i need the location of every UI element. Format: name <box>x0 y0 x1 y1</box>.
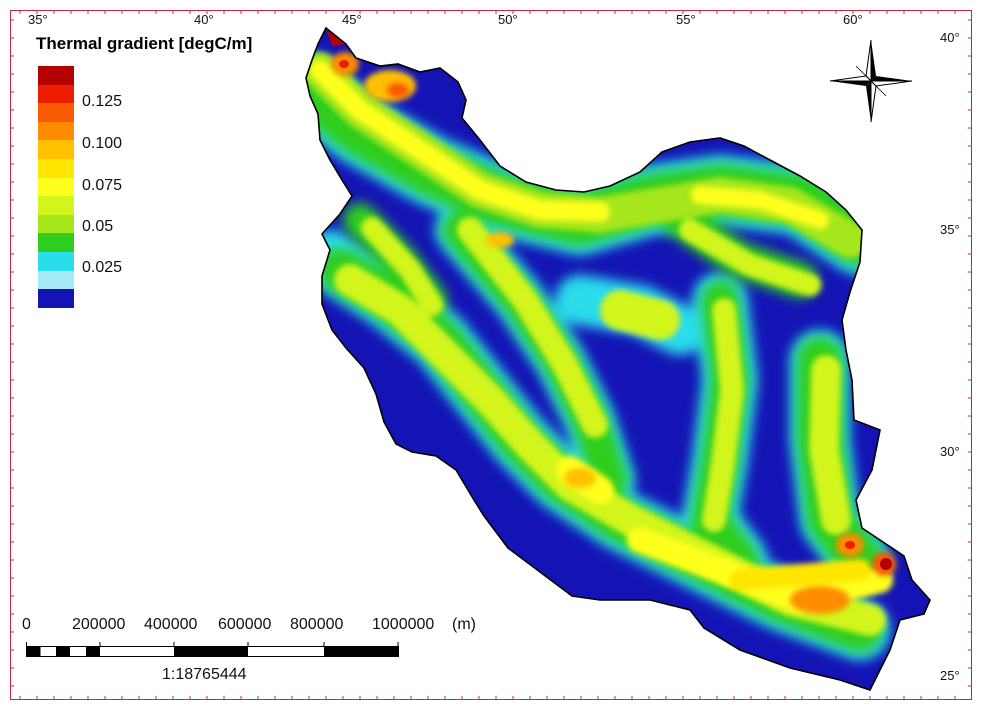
legend-swatch <box>38 122 74 141</box>
scale-label: 800000 <box>290 616 343 634</box>
lat-label-40: 40° <box>940 30 960 45</box>
legend-swatch <box>38 271 74 290</box>
scale-ratio: 1:18765444 <box>162 666 247 684</box>
lon-label-35: 35° <box>28 12 48 27</box>
legend-swatch <box>38 178 74 197</box>
scale-label: 200000 <box>72 616 125 634</box>
legend-label: 0.075 <box>82 177 122 195</box>
legend-swatch <box>38 196 74 215</box>
lat-label-25: 25° <box>940 668 960 683</box>
lat-label-35: 35° <box>940 222 960 237</box>
legend-swatch <box>38 233 74 252</box>
legend-swatch <box>38 85 74 104</box>
legend-color-bar <box>38 66 74 308</box>
scale-label: 600000 <box>218 616 271 634</box>
legend-label: 0.05 <box>82 218 113 236</box>
legend-title: Thermal gradient [degC/m] <box>36 34 252 54</box>
legend-swatch <box>38 215 74 234</box>
lon-label-55: 55° <box>676 12 696 27</box>
legend: Thermal gradient [degC/m] 0.125 0.100 0.… <box>36 34 252 54</box>
lon-label-45: 45° <box>342 12 362 27</box>
legend-swatch <box>38 289 74 308</box>
legend-swatch <box>38 140 74 159</box>
lon-label-60: 60° <box>843 12 863 27</box>
scale-labels: 0 200000 400000 600000 800000 1000000 (m… <box>22 616 502 638</box>
legend-swatch <box>38 252 74 271</box>
lat-label-30: 30° <box>940 444 960 459</box>
scale-bar-graphic <box>26 642 406 662</box>
lon-label-50: 50° <box>498 12 518 27</box>
legend-swatch <box>38 159 74 178</box>
scale-label: (m) <box>452 616 476 634</box>
lon-label-40: 40° <box>194 12 214 27</box>
scale-label: 400000 <box>144 616 197 634</box>
legend-swatch <box>38 103 74 122</box>
legend-swatch <box>38 66 74 85</box>
scale-label: 1000000 <box>372 616 434 634</box>
north-arrow-icon <box>826 36 916 126</box>
legend-label: 0.025 <box>82 259 122 277</box>
scale-label: 0 <box>22 616 31 634</box>
legend-label: 0.100 <box>82 135 122 153</box>
legend-label: 0.125 <box>82 93 122 111</box>
